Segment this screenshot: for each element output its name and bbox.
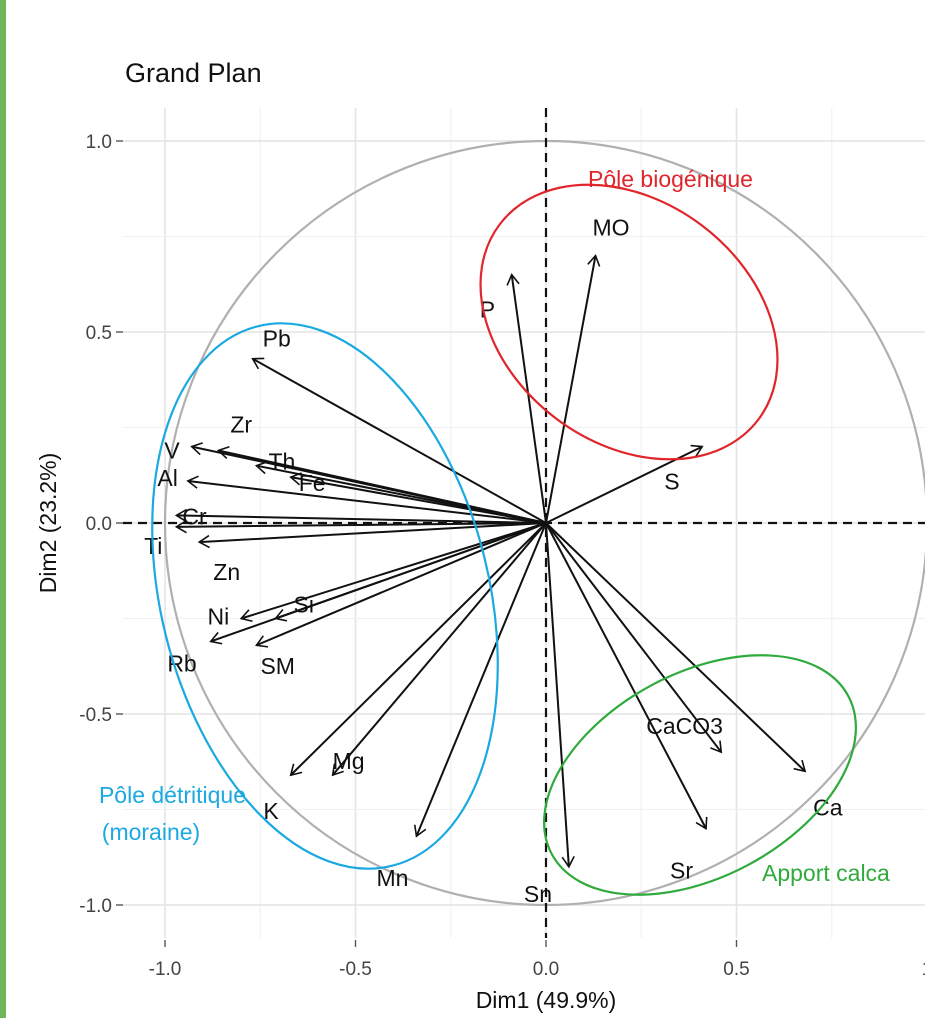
- variable-arrow-p: [506, 273, 547, 524]
- variable-label-rb: Rb: [167, 650, 196, 676]
- variable-label-zn: Zn: [213, 559, 240, 585]
- x-tick-label: 0.0: [533, 959, 559, 980]
- variable-label-zr: Zr: [230, 411, 252, 437]
- variable-arrow-mo: [545, 254, 601, 524]
- y-tick-label: -0.5: [79, 705, 112, 726]
- variable-arrow-zn: [197, 522, 547, 549]
- image-left-border: [0, 0, 6, 1018]
- y-tick-label: -1.0: [79, 896, 112, 917]
- variable-arrow-sn: [545, 522, 575, 869]
- variable-arrow-rb: [209, 522, 547, 645]
- variable-label-al: Al: [157, 465, 177, 491]
- variable-arrow-zr: [216, 445, 547, 524]
- variable-label-sn: Sn: [524, 881, 552, 907]
- variable-arrow-ca: [545, 522, 807, 773]
- variable-label-sm: SM: [260, 653, 295, 679]
- variable-label-pb: Pb: [263, 326, 291, 352]
- detrital-pole-ellipse: [151, 322, 499, 870]
- variable-label-fe: Fe: [299, 470, 326, 496]
- x-tick-label: 0.5: [723, 959, 749, 980]
- variable-arrow-mg: [331, 522, 547, 777]
- variable-arrow-fe: [289, 472, 547, 524]
- variable-label-sr: Sr: [670, 858, 693, 884]
- variable-label-mn: Mn: [376, 865, 408, 891]
- biogenic-pole-label: Pôle biogénique: [588, 166, 753, 192]
- variable-label-k: K: [263, 798, 279, 824]
- variable-label-ni: Ni: [207, 604, 229, 630]
- variable-label-cr: Cr: [182, 503, 207, 529]
- variable-arrow-al: [186, 475, 547, 524]
- y-tick-label: 0.0: [86, 514, 112, 535]
- variable-label-mo: MO: [593, 215, 630, 241]
- variable-label-mg: Mg: [333, 748, 365, 774]
- variable-arrow-pb: [251, 357, 547, 524]
- y-tick-label: 0.5: [86, 323, 112, 344]
- variable-label-caco3: CaCO3: [646, 713, 723, 739]
- x-axis-title: Dim1 (49.9%): [476, 987, 617, 1013]
- variable-arrow-sr: [545, 522, 708, 830]
- detrital-pole-sublabel: (moraine): [102, 819, 200, 845]
- calcareous-input-ellipse: [543, 654, 857, 896]
- variable-arrow-caco3: [545, 522, 723, 754]
- biogenic-pole-ellipse: [479, 183, 779, 461]
- x-tick-label: -0.5: [339, 959, 372, 980]
- variable-arrow-mn: [413, 522, 547, 838]
- variable-arrow-k: [289, 522, 547, 777]
- y-axis-title: Dim2 (23.2%): [35, 453, 61, 594]
- x-tick-label: 1: [922, 959, 925, 980]
- detrital-pole-label: Pôle détritique: [99, 782, 246, 808]
- variable-arrow-sm: [255, 522, 547, 648]
- variable-arrows: [174, 254, 807, 869]
- chart-title: Grand Plan: [125, 58, 262, 88]
- x-tick-label: -1.0: [149, 959, 182, 980]
- y-tick-label: 1.0: [86, 132, 112, 153]
- variable-label-v: V: [164, 438, 180, 464]
- variable-arrow-cr: [174, 508, 547, 524]
- axis-ticks: 1.0 0.5 0.0 -0.5 -1.0 -1.0 -0.5 0.0 0.5 1: [79, 132, 925, 980]
- variable-label-th: Th: [268, 449, 295, 475]
- group-ellipses: Pôle biogénique Pôle détritique (moraine) A…: [99, 166, 890, 896]
- variable-arrow-ni: [239, 522, 547, 623]
- variable-label-si: Si: [293, 592, 313, 618]
- calcareous-input-label: Apport calca: [762, 860, 890, 886]
- variable-arrow-ti: [174, 520, 547, 534]
- zero-axes: [123, 108, 925, 938]
- variable-label-s: S: [664, 469, 679, 495]
